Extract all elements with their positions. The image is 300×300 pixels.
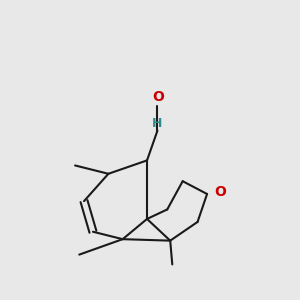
Text: O: O bbox=[214, 184, 226, 199]
Text: H: H bbox=[152, 117, 163, 130]
Text: O: O bbox=[152, 90, 164, 104]
